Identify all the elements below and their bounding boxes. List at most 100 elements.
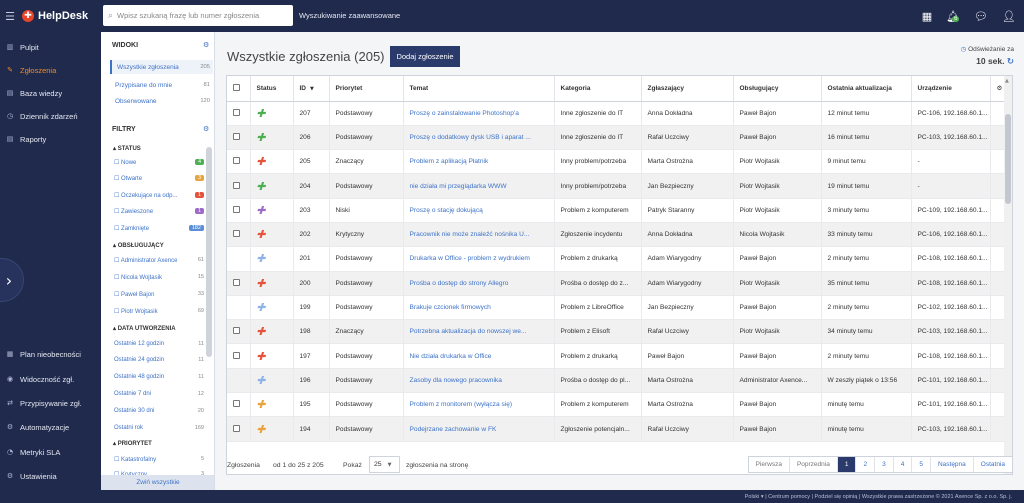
column-header-category[interactable]: Kategoria [554,76,642,102]
filter-group-created-date[interactable]: ▴ DATA UTWORZENIA [113,326,176,332]
views-settings-gear-icon[interactable]: ⚙ [203,41,210,49]
row-checkbox[interactable] [233,157,240,165]
nav-item-plan-nieobecnosci[interactable]: ▦ Plan nieobecności [0,345,101,363]
filter-group-assignee[interactable]: ▴ OBSŁUGUJĄCY [113,243,164,249]
per-page-select[interactable]: 25 ▼ [369,456,400,473]
table-row[interactable]: ✚ 197 Podstawowy Nie działa drukarka w Offi… [227,343,1006,369]
row-checkbox[interactable] [233,108,240,116]
nav-item-baza-wiedzy[interactable]: ▤ Baza wiedzy [0,84,101,102]
page-previous-button[interactable]: Poprzednia [790,457,838,472]
table-row[interactable]: ✚ 203 Niski Proszę o stację dokującą Problem… [227,198,1006,223]
view-watched[interactable]: Obserwowane 120 [110,94,213,108]
subject-link[interactable]: Zasoby dla nowego pracownika [403,368,555,394]
table-row[interactable]: ✚ 204 Podstawowy nie działa mi przeglądarka… [227,173,1006,199]
filter-status-new[interactable]: ☐ Nowe 4 [114,156,204,168]
table-row[interactable]: ✚ 196 Podstawowy Zasoby dla nowego pracowni… [227,368,1006,394]
advanced-search-link[interactable]: Wyszukiwanie zaawansowane [299,11,401,20]
row-checkbox[interactable] [233,327,240,335]
page-4-button[interactable]: 4 [894,457,913,472]
row-checkbox[interactable] [233,400,240,408]
chat-icon[interactable]: 💬︎ [974,9,989,23]
refresh-icon[interactable]: ↻ [1006,57,1014,67]
nav-item-zgloszenia[interactable]: ✎ Zgłoszenia [0,61,101,79]
table-row[interactable]: ✚ 201 Podstawowy Drukarka w Office - proble… [227,246,1006,272]
nav-item-pulpit[interactable]: ▥ Pulpit [0,38,101,56]
column-header-device[interactable]: Urządzenie [911,76,991,102]
filter-assignee-item[interactable]: ☐ Nicola Wojtasik 15 [114,274,204,281]
subject-link[interactable]: nie działa mi przeglądarka WWW [403,173,555,199]
table-row[interactable]: ✚ 202 Krytyczny Pracownik nie może znaleźć … [227,222,1006,248]
row-checkbox[interactable] [233,205,240,213]
page-first-button[interactable]: Pierwsza [749,457,790,472]
row-checkbox[interactable] [233,230,240,238]
hamburger-menu-icon[interactable]: ☰ [5,9,15,23]
row-checkbox[interactable] [233,278,240,286]
table-scrollbar-thumb[interactable] [1005,114,1011,204]
page-2-button[interactable]: 2 [856,457,876,472]
subject-link[interactable]: Podejrzane zachowanie w FK [403,416,555,442]
column-header-priority[interactable]: Priorytet [329,76,404,102]
filter-date-item[interactable]: Ostatnie 24 godzin 11 [114,354,204,366]
subject-link[interactable]: Problem z monitorem (wyłącza się) [403,392,555,418]
subject-link[interactable]: Drukarka w Office - problem z wydrukiem [403,246,555,272]
select-all-checkbox[interactable] [233,83,240,91]
subject-link[interactable]: Pracownik nie może znaleźć nośnika U... [403,222,555,248]
grid-apps-icon[interactable]: ▦ [921,9,933,23]
user-icon[interactable]: 👤︎ [1002,9,1016,23]
filter-assignee-item[interactable]: ☐ Piotr Wojtasik 69 [114,308,204,315]
row-checkbox[interactable] [233,132,240,140]
table-row[interactable]: ✚ 195 Podstawowy Problem z monitorem (wyłąc… [227,392,1006,418]
nav-item-ustawienia[interactable]: ⚙ Ustawienia [0,467,101,485]
filter-status-awaiting[interactable]: ☐ Oczekujące na odp... 1 [114,189,204,201]
table-row[interactable]: ✚ 199 Podstawowy Brakuje czcionek firmowych… [227,295,1006,321]
subject-link[interactable]: Brakuje czcionek firmowych [403,295,555,321]
nav-item-raporty[interactable]: ▤ Raporty [0,130,101,148]
select-all-checkbox-header[interactable] [227,76,251,102]
bell-icon[interactable]: 🔔︎6 [946,10,960,23]
column-header-reporter[interactable]: Zgłaszający [641,76,734,102]
nav-item-przypisywanie[interactable]: ⇄ Przypisywanie zgł. [0,394,101,412]
column-header-status[interactable]: Status [250,76,294,102]
filter-date-item[interactable]: Ostatni rok 169 [114,422,204,434]
search-box[interactable]: ⌕ [103,5,293,26]
table-row[interactable]: ✚ 194 Podstawowy Podejrzane zachowanie w FK… [227,416,1006,442]
filter-status-suspended[interactable]: ☐ Zawieszone 1 [114,205,204,217]
column-settings-gear-icon[interactable]: ⚙ [990,76,1006,102]
filter-date-item[interactable]: Ostatnie 12 godzin 11 [114,338,204,350]
page-last-button[interactable]: Ostatnia [980,461,1005,468]
filter-assignee-item[interactable]: ☐ Paweł Bajon 33 [114,291,204,298]
subject-link[interactable]: Nie działa drukarka w Office [403,343,555,369]
nav-item-dziennik-zdarzen[interactable]: ◷ Dziennik zdarzeń [0,107,101,125]
row-checkbox[interactable] [233,181,240,189]
view-assigned-to-me[interactable]: Przypisane do mnie 81 [110,78,213,92]
app-logo[interactable]: ✚ HelpDesk [22,10,98,22]
nav-item-widocznosc[interactable]: ◉ Widoczność zgł. [0,370,101,388]
filter-panel-scrollbar[interactable] [206,147,212,357]
nav-item-metryki-sla[interactable]: ◔ Metryki SLA [0,443,101,461]
row-checkbox[interactable] [233,424,240,432]
table-scrollbar[interactable]: ▲ ▼ [1004,76,1012,474]
table-row[interactable]: ✚ 200 Podstawowy Prośba o dostęp do strony … [227,271,1006,296]
subject-link[interactable]: Prośba o dostęp do strony Allegro [403,271,555,296]
filter-priority-item[interactable]: ☐ Krytyczny3 [114,468,204,480]
subject-link[interactable]: Problem z aplikacją Płatnik [403,149,555,175]
subject-link[interactable]: Potrzebna aktualizacja do nowszej we... [403,319,555,345]
nav-item-automatyzacje[interactable]: ⚙ Automatyzacje [0,418,101,436]
filter-date-item[interactable]: Ostatnie 7 dni 12 [114,388,204,400]
add-ticket-button[interactable]: Dodaj zgłoszenie [390,46,460,67]
page-1-button[interactable]: 1 [837,457,857,472]
page-next-button[interactable]: Następna [931,457,974,472]
table-row[interactable]: ✚ 198 Znaczący Potrzebna aktualizacja do no… [227,319,1006,345]
filters-settings-gear-icon[interactable]: ⚙ [203,125,210,133]
scroll-up-icon[interactable]: ▲ [1005,78,1009,84]
subject-link[interactable]: Proszę o stację dokującą [403,198,555,223]
filter-date-item[interactable]: Ostatnie 30 dni 20 [114,405,204,417]
column-header-id[interactable]: ID ▼ [293,76,330,102]
table-row[interactable]: ✚ 205 Znaczący Problem z aplikacją Płatnik I… [227,149,1006,175]
filter-date-item[interactable]: Ostatnie 48 godzin 11 [114,371,204,383]
view-all-tickets[interactable]: Wszystkie zgłoszenia 205 [110,60,213,74]
collapse-all-button[interactable]: Zwiń wszystkie [101,475,214,490]
search-input[interactable] [117,11,288,20]
filter-status-open[interactable]: ☐ Otwarte 3 [114,172,204,184]
column-header-assignee[interactable]: Obsługujący [733,76,822,102]
